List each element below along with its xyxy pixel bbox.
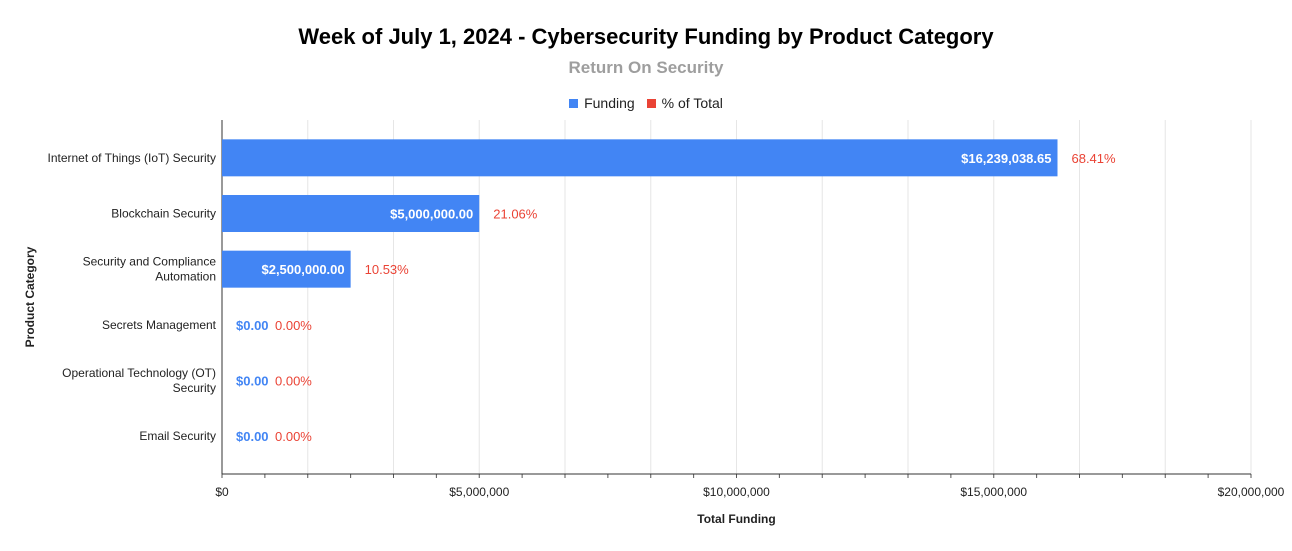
data-label-funding: $5,000,000.00 [390, 207, 473, 222]
bar-funding [222, 195, 480, 232]
chart-title: Week of July 1, 2024 - Cybersecurity Fun… [298, 24, 994, 49]
category-label: Secrets Management [102, 318, 217, 332]
legend-swatch-percent [646, 98, 656, 108]
data-label-percent: 68.41% [1071, 151, 1116, 166]
x-tick-label: $0 [215, 485, 229, 499]
data-label-funding: $0.00 [236, 318, 269, 333]
legend-item-funding[interactable]: Funding [569, 95, 635, 111]
chart-subtitle: Return On Security [568, 58, 724, 77]
data-label-percent: 0.00% [275, 374, 312, 389]
category-label: Security and Compliance [83, 255, 217, 269]
x-tick-label: $15,000,000 [960, 485, 1027, 499]
data-label-percent: 10.53% [365, 262, 410, 277]
category-label: Automation [155, 270, 216, 284]
bar-funding [222, 139, 1058, 177]
data-label-percent: 0.00% [275, 429, 312, 444]
legend-label-funding: Funding [584, 95, 635, 111]
category-label: Email Security [139, 429, 216, 443]
x-axis-title: Total Funding [697, 512, 775, 526]
x-tick-label: $20,000,000 [1218, 485, 1285, 499]
legend: Funding % of Total [0, 95, 1292, 111]
x-tick-label: $5,000,000 [449, 485, 509, 499]
x-tick-label: $10,000,000 [703, 485, 770, 499]
legend-label-percent: % of Total [661, 95, 723, 111]
y-axis-title: Product Category [23, 246, 37, 347]
data-label-funding: $16,239,038.65 [961, 151, 1051, 166]
data-label-percent: 21.06% [493, 207, 538, 222]
data-label-percent: 0.00% [275, 318, 312, 333]
category-label: Security [173, 381, 216, 395]
data-label-funding: $2,500,000.00 [261, 262, 344, 277]
legend-item-percent[interactable]: % of Total [646, 95, 723, 111]
category-label: Blockchain Security [111, 207, 216, 221]
data-label-funding: $0.00 [236, 429, 269, 444]
bar-funding [222, 250, 351, 288]
category-label: Internet of Things (IoT) Security [47, 151, 216, 165]
data-label-funding: $0.00 [236, 374, 269, 389]
category-label: Operational Technology (OT) [62, 366, 216, 380]
legend-swatch-funding [569, 98, 579, 108]
